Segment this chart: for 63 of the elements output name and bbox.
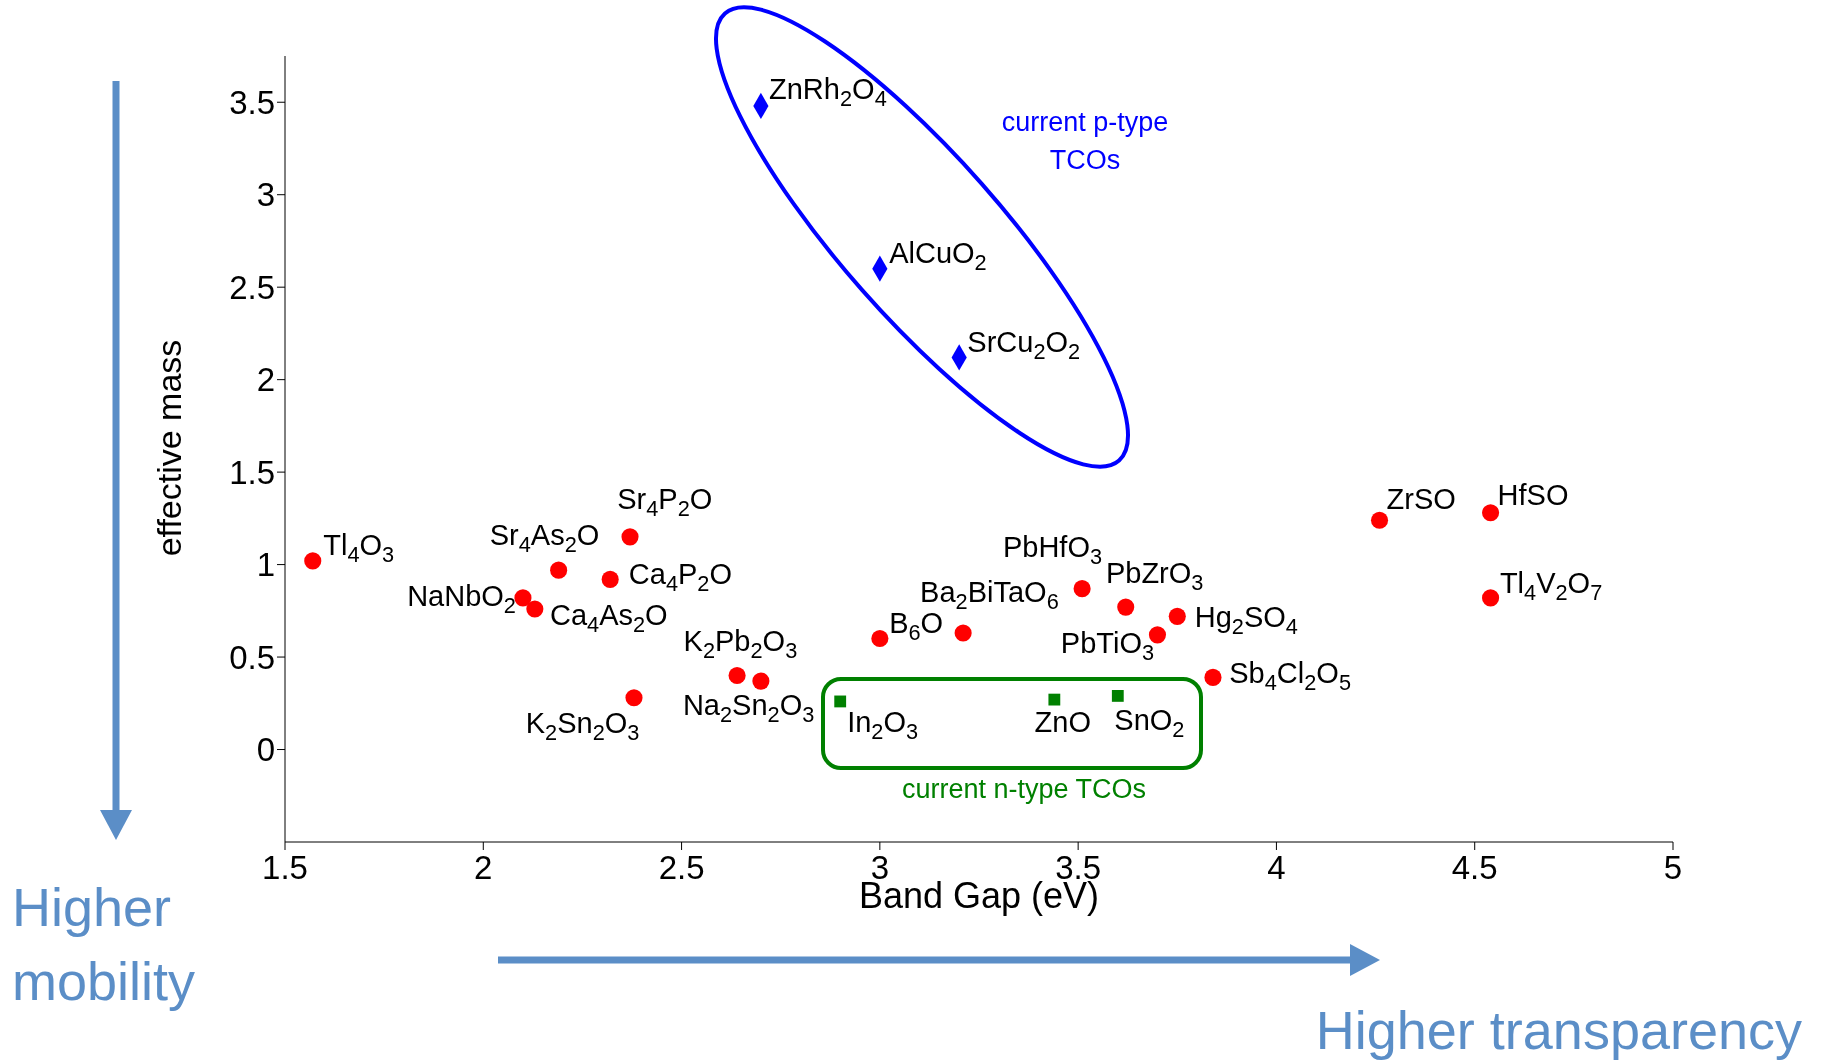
point bbox=[625, 689, 643, 707]
point bbox=[526, 600, 544, 618]
x-tick-label: 4 bbox=[1267, 849, 1286, 887]
point bbox=[1117, 598, 1135, 616]
annotation: SnO$_{2}$ bbox=[1114, 703, 1185, 742]
annotation: ZnO bbox=[1034, 706, 1091, 739]
x-tick-label: 5 bbox=[1663, 849, 1683, 887]
annotation: NaNbO$_{2}$ bbox=[407, 580, 516, 618]
annotation: PbTiO$_{3}$ bbox=[1060, 627, 1155, 666]
point bbox=[601, 570, 619, 588]
annotation: Na$_{2}$Sn$_{2}$O$_{3}$ bbox=[682, 688, 815, 727]
y-tick-label: 1 bbox=[256, 546, 275, 584]
annotation: Sr$_{4}$As$_{2}$O bbox=[489, 518, 600, 557]
point bbox=[871, 630, 889, 648]
annotation: ZrSO bbox=[1386, 482, 1456, 515]
point bbox=[1073, 580, 1091, 598]
point bbox=[1111, 689, 1124, 702]
annotation: Sr$_{4}$P$_{2}$O bbox=[617, 482, 713, 521]
annotation: K$_{2}$Sn$_{2}$O$_{3}$ bbox=[525, 706, 640, 745]
point bbox=[834, 695, 847, 708]
annotation: Tl$_{4}$V$_{2}$O$_{7}$ bbox=[1499, 567, 1603, 605]
annotation: Tl$_{4}$O$_{3}$ bbox=[323, 529, 395, 567]
point bbox=[550, 561, 568, 579]
y-tick-label: 0 bbox=[256, 731, 275, 769]
text: Higher transparency bbox=[1315, 1000, 1802, 1060]
y-tick-label: 1.5 bbox=[229, 453, 275, 491]
annotation: AlCuO$_{2}$ bbox=[889, 236, 987, 275]
y-tick-label: 2.5 bbox=[229, 268, 275, 306]
annotation: ZnRh$_{2}$O$_{4}$ bbox=[769, 72, 887, 111]
point bbox=[1482, 589, 1500, 607]
annotation: Sb$_{4}$Cl$_{2}$O$_{5}$ bbox=[1229, 657, 1352, 695]
annotation: In$_{2}$O$_{3}$ bbox=[847, 705, 919, 744]
annotation: Ca$_{4}$P$_{2}$O bbox=[628, 558, 733, 596]
point bbox=[1168, 607, 1186, 625]
x-tick-label: 2 bbox=[474, 849, 493, 887]
point bbox=[954, 624, 972, 642]
text: Higher mobility bbox=[12, 877, 196, 1011]
point bbox=[752, 672, 770, 690]
y-tick-label: 3 bbox=[256, 176, 275, 214]
y-tick-label: 3.5 bbox=[229, 83, 275, 121]
annotation: PbHfO$_{3}$ bbox=[1002, 531, 1103, 569]
y-tick-label: 2 bbox=[256, 361, 275, 399]
x-tick-label: 4.5 bbox=[1451, 849, 1498, 887]
annotation: current p-type TCOs bbox=[1001, 107, 1169, 175]
annotation: current n-type TCOs bbox=[901, 774, 1147, 804]
point bbox=[621, 528, 639, 546]
point bbox=[728, 667, 746, 685]
point bbox=[1204, 668, 1222, 686]
point bbox=[514, 589, 532, 607]
point bbox=[1482, 504, 1500, 522]
annotation: Ca$_{4}$As$_{2}$O bbox=[549, 599, 668, 637]
annotation: K$_{2}$Pb$_{2}$O$_{3}$ bbox=[683, 625, 798, 663]
annotation: PbZrO$_{3}$ bbox=[1105, 556, 1204, 595]
point bbox=[1148, 626, 1167, 644]
x-tick-label: 2.5 bbox=[658, 849, 705, 887]
point bbox=[1048, 693, 1061, 706]
annotation: SrCu$_{2}$O$_{2}$ bbox=[967, 325, 1081, 364]
y-axis-title: effective mass bbox=[149, 339, 188, 557]
point bbox=[304, 552, 322, 570]
annotation: Hg$_{2}$SO$_{4}$ bbox=[1194, 600, 1298, 639]
point bbox=[1370, 511, 1389, 529]
annotation: HfSO bbox=[1497, 478, 1569, 511]
y-tick-label: 0.5 bbox=[229, 638, 275, 676]
